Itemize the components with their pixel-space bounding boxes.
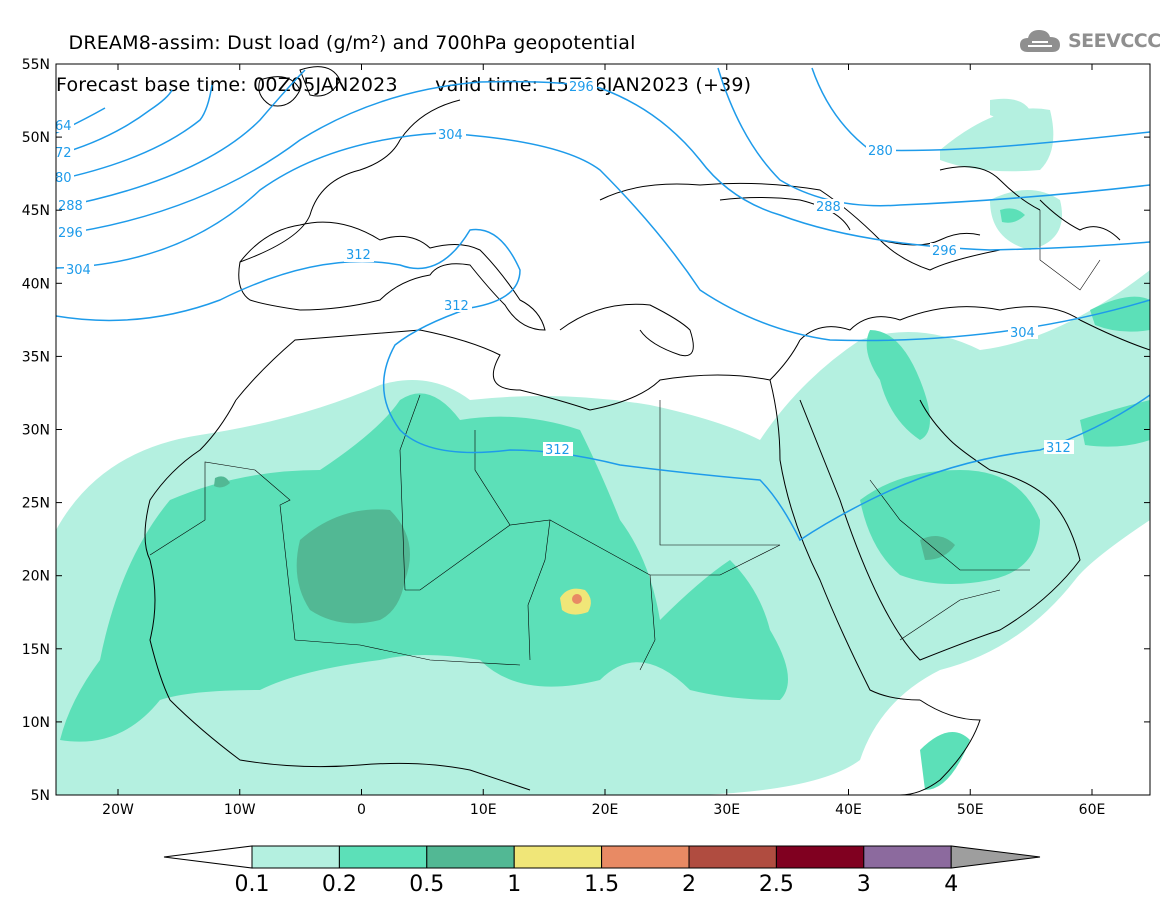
colorbar-segment	[601, 845, 690, 869]
lon-tick-label: 0	[357, 802, 366, 818]
lon-tick-label: 10E	[470, 802, 497, 818]
dust-region-medium	[866, 330, 930, 440]
coastlines	[144, 66, 1150, 795]
colorbar-label: 0.2	[322, 872, 357, 897]
colorbar-label: 4	[944, 872, 958, 897]
contour-label: 296	[569, 80, 594, 95]
colorbar-label: 1.5	[584, 872, 619, 897]
contour-288	[56, 69, 306, 209]
colorbar-segment	[513, 845, 603, 869]
latitude-axis: 55N 50N 45N 40N 35N 30N 25N 20N 15N 10N 5N	[22, 57, 1150, 804]
contour-label: 296	[58, 226, 83, 241]
contour-label: 288	[58, 199, 83, 214]
lat-tick-label: 45N	[22, 203, 50, 219]
colorbar-segment	[688, 845, 777, 869]
contour-label: 80	[55, 171, 72, 186]
cloud-icon	[1020, 30, 1060, 52]
contour-label: 288	[816, 200, 841, 215]
lon-tick-label: 10W	[224, 802, 256, 818]
contour-label: 312	[444, 299, 469, 314]
lat-tick-label: 55N	[22, 57, 50, 73]
colorbar-arrow-left	[163, 845, 253, 869]
colorbar-segment	[426, 845, 515, 869]
country-borders	[149, 210, 1101, 671]
contour-288-e	[717, 67, 1150, 207]
colorbar-label: 2.5	[759, 872, 794, 897]
dust-region-medium	[1090, 296, 1150, 332]
lon-tick-label: 40E	[835, 802, 862, 818]
colorbar-segment	[251, 845, 340, 869]
lon-tick-label: 30E	[713, 802, 740, 818]
contour-label: 296	[932, 244, 957, 259]
lat-tick-label: 40N	[22, 276, 50, 292]
colorbar-segment	[863, 845, 952, 869]
lat-tick-label: 15N	[22, 642, 50, 658]
lat-tick-label: 20N	[22, 569, 50, 585]
contour-label: 72	[55, 146, 72, 161]
contour-label: 304	[1010, 326, 1035, 341]
dust-region-light	[940, 108, 1054, 172]
longitude-axis: 20W 10W 0 10E 20E 30E 40E 50E 60E	[102, 64, 1105, 818]
contour-304-w	[56, 132, 1150, 342]
dust-field	[56, 98, 1150, 795]
colorbar: 0.1 0.2 0.5 1 1.5 2 2.5 3 4	[163, 845, 1041, 897]
contour-label: 64	[55, 119, 72, 134]
colorbar-segment	[338, 845, 428, 869]
lat-tick-label: 30N	[22, 423, 50, 439]
colorbar-segment	[775, 845, 865, 869]
contour-label: 304	[66, 263, 91, 278]
colorbar-label: 0.5	[409, 872, 444, 897]
colorbar-label: 2	[682, 872, 696, 897]
contour-312-w	[56, 228, 1150, 542]
colorbar-label: 1	[507, 872, 521, 897]
contour-label: 280	[868, 144, 893, 159]
dust-region-medium	[1000, 208, 1025, 223]
contour-label: 312	[545, 443, 570, 458]
contour-80	[56, 84, 213, 181]
title-line-1: DREAM8-assim: Dust load (g/m²) and 700hP…	[68, 32, 636, 54]
dust-region-light	[990, 98, 1030, 119]
dust-region-medium	[920, 732, 970, 790]
lat-tick-label: 35N	[22, 349, 50, 365]
colorbar-arrow-right	[950, 845, 1041, 869]
dust-region-medium	[860, 470, 1040, 584]
colorbar-label: 3	[857, 872, 871, 897]
logo-text: SEEVCCC	[1068, 30, 1161, 52]
lat-tick-label: 25N	[22, 496, 50, 512]
contour-label: 312	[346, 248, 371, 263]
dust-region-medium	[1080, 400, 1150, 447]
lon-tick-label: 50E	[957, 802, 984, 818]
dust-region-heavy	[214, 476, 230, 488]
lat-tick-label: 50N	[22, 130, 50, 146]
dust-region-light	[990, 190, 1062, 250]
lat-tick-label: 10N	[22, 715, 50, 731]
lon-tick-label: 20W	[102, 802, 134, 818]
seevccc-logo: SEEVCCC	[1018, 26, 1161, 56]
lat-tick-label: 5N	[31, 788, 50, 804]
dust-region-medium	[60, 393, 788, 742]
contour-label: 304	[438, 128, 463, 143]
contour-label: 312	[1046, 441, 1071, 456]
lon-tick-label: 60E	[1079, 802, 1106, 818]
contour-280	[811, 67, 1150, 152]
lon-tick-label: 20E	[592, 802, 619, 818]
dust-region-heavy	[920, 536, 955, 560]
dust-region-1.5-2	[572, 594, 582, 604]
colorbar-label: 0.1	[235, 872, 270, 897]
contour-labels: 64 72 80 288 296 304 312 296 304 312 280…	[54, 79, 1074, 458]
dust-region-heavy	[296, 509, 410, 624]
contour-72	[56, 89, 173, 156]
